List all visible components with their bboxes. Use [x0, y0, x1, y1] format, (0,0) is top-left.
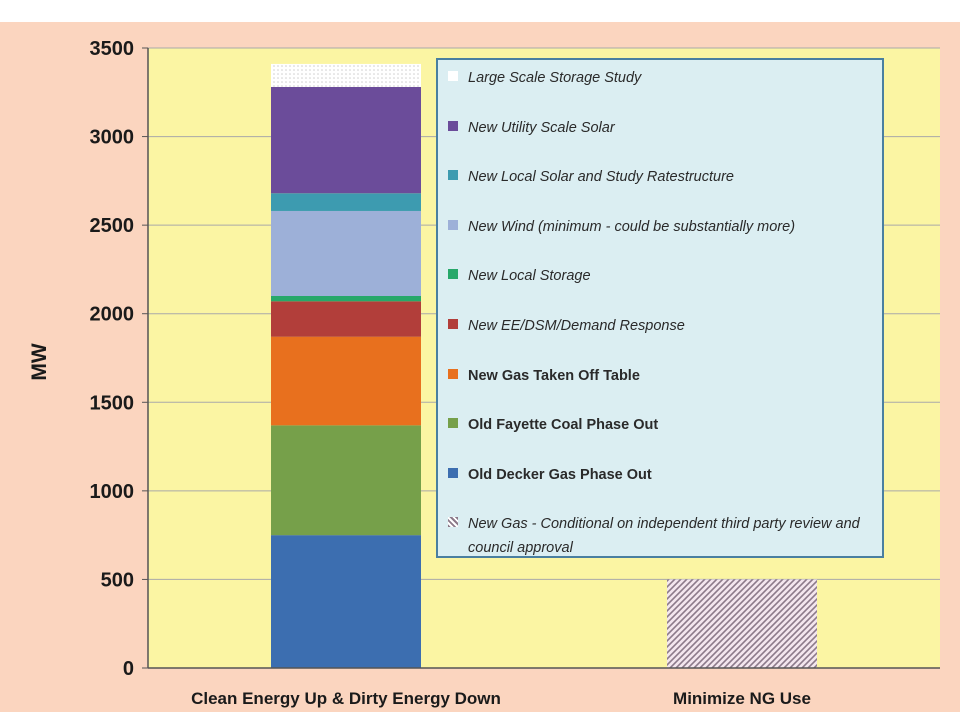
y-tick-label: 3500 [90, 38, 135, 60]
legend-label: New Local Storage [468, 268, 591, 285]
bars [271, 63, 817, 668]
y-tick-label: 1000 [90, 481, 135, 503]
legend-item: Old Fayette Coal Phase Out [448, 409, 874, 459]
legend-label: Old Fayette Coal Phase Out [468, 417, 659, 434]
legend-swatch [448, 269, 458, 280]
legend-swatch [448, 517, 458, 528]
y-tick-label: 2000 [90, 304, 135, 326]
bar-segment [271, 425, 421, 536]
legend: Large Scale Storage Study New Utility Sca… [436, 58, 884, 558]
legend-label: Large Scale Storage Study [468, 70, 642, 86]
legend-swatch [448, 368, 458, 379]
legend-swatch [448, 467, 458, 478]
legend-swatch [448, 120, 458, 131]
y-tick-label: 0 [123, 658, 134, 680]
bar-segment [271, 210, 421, 296]
legend-item: New Gas - Conditional on independent thi… [448, 508, 874, 560]
bar-segment [271, 193, 421, 211]
x-category-label: Minimize NG Use [673, 689, 811, 708]
top-strip [0, 0, 960, 22]
legend-item: New Local Storage [448, 260, 874, 310]
legend-label: New EE/DSM/Demand Response [468, 317, 685, 334]
y-tick-label: 2500 [90, 215, 135, 237]
legend-label: New Wind (minimum - could be substantial… [468, 218, 796, 235]
bar-segment [271, 336, 421, 426]
legend-label: Old Decker Gas Phase Out [468, 466, 652, 483]
legend-label: New Gas - Conditional on independent thi… [468, 516, 860, 557]
axes: 0 500 1000 1500 2000 2500 3000 3500 Clean Energy… [90, 38, 940, 708]
bar-segment [271, 296, 421, 302]
legend-item: Old Decker Gas Phase Out [448, 459, 874, 509]
legend-swatch [448, 219, 458, 230]
legend-swatch [448, 318, 458, 329]
legend-label: New Gas Taken Off Table [468, 367, 640, 384]
legend-item: New Gas Taken Off Table [448, 360, 874, 410]
bar-segment [271, 63, 421, 87]
bar-segment [271, 86, 421, 194]
legend-label: New Utility Scale Solar [468, 119, 615, 136]
y-axis-title: MW [28, 343, 51, 380]
x-category-label: Clean Energy Up & Dirty Energy Down [191, 689, 501, 708]
bar-segment [271, 535, 421, 668]
legend-item: New EE/DSM/Demand Response [448, 310, 874, 360]
legend-item: Large Scale Storage Study [448, 62, 874, 112]
legend-swatch [448, 170, 458, 181]
y-tick-label: 1500 [90, 392, 135, 414]
y-tick-label: 3000 [90, 127, 135, 149]
bar-segment [667, 579, 817, 668]
legend-item: New Utility Scale Solar [448, 112, 874, 162]
y-tick-label: 500 [101, 569, 134, 591]
legend-item: New Local Solar and Study Ratestructure [448, 161, 874, 211]
bar-segment [271, 301, 421, 337]
legend-swatch [448, 71, 458, 81]
legend-item: New Wind (minimum - could be substantial… [448, 211, 874, 261]
legend-label: New Local Solar and Study Ratestructure [468, 169, 734, 186]
legend-swatch [448, 418, 458, 429]
